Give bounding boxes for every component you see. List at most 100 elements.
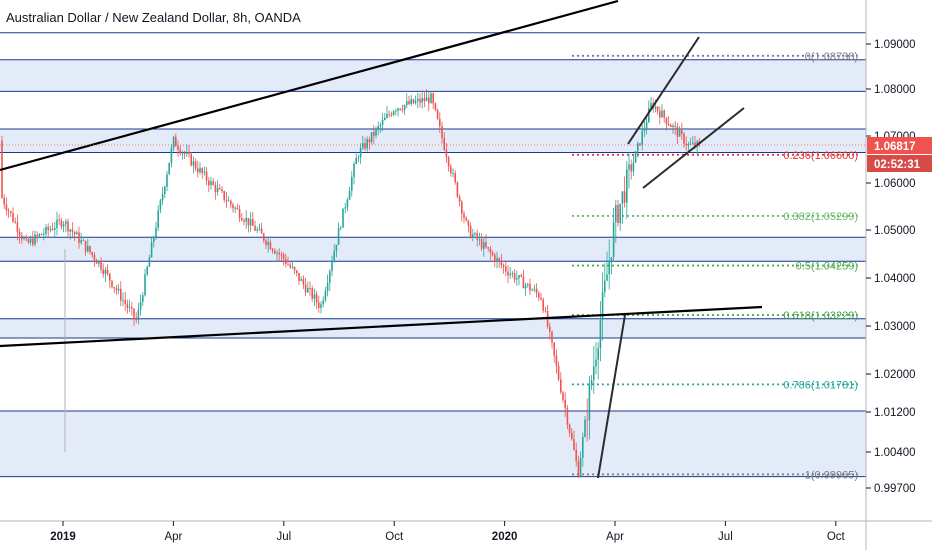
fibonacci-retracement[interactable]: 0(1.08738) 0.236(1.06600) 0.382(1.05299) 0.…: [572, 51, 858, 482]
candle-body-160: [353, 164, 355, 178]
candle-body-134: [296, 270, 298, 274]
candle-body-59: [131, 307, 133, 309]
candle-body-152: [335, 244, 338, 252]
candle-body-255: [562, 392, 564, 400]
candle-body-257: [566, 408, 569, 425]
wedge-lower-line[interactable]: [642, 107, 745, 189]
candle-body-298: [656, 106, 659, 112]
candle-body-223: [491, 252, 494, 256]
candle-body-310: [683, 133, 685, 144]
crash-recovery-line[interactable]: [597, 314, 626, 479]
candle-body-272: [599, 320, 602, 349]
candle-body-71: [157, 210, 159, 228]
candle-body-91: [201, 168, 203, 173]
candle-body-267: [588, 384, 591, 421]
candle-body-77: [170, 147, 173, 163]
candle-body-264: [582, 436, 584, 458]
time-scale[interactable]: 2019 Apr Jul Oct 2020 Apr Jul Oct: [0, 520, 932, 543]
candle-body-89: [197, 168, 199, 173]
zone-0[interactable]: [0, 59, 866, 92]
support-resistance-zones: [0, 59, 866, 478]
candle-body-55: [122, 299, 124, 301]
candle-body-206: [454, 172, 456, 183]
candle-body-243: [535, 288, 538, 293]
wedge-upper-line[interactable]: [627, 36, 700, 145]
zone-4[interactable]: [0, 411, 866, 477]
candle-body-154: [340, 227, 342, 229]
candle-body-149: [329, 271, 331, 283]
candle-body-6: [14, 221, 16, 223]
candle-body-21: [47, 226, 49, 231]
trendlines[interactable]: [0, 0, 763, 479]
candle-body-304: [670, 125, 672, 128]
price-scale[interactable]: 1.090001.080001.070001.060001.050001.040…: [865, 0, 932, 550]
candle-body-278: [612, 222, 615, 258]
candle-body-2: [5, 204, 8, 211]
candle-body-220: [485, 242, 487, 248]
candle-body-151: [333, 251, 335, 262]
candle-body-139: [307, 287, 309, 293]
candle-body-228: [502, 265, 505, 267]
candle-body-265: [584, 419, 586, 437]
candle-body-266: [586, 419, 588, 421]
candle-body-162: [357, 157, 360, 159]
candle-body-145: [320, 304, 322, 308]
candle-body-75: [166, 174, 168, 187]
candle-body-22: [49, 229, 52, 231]
candle-body-4: [10, 211, 12, 213]
candle-body-115: [254, 225, 256, 231]
candle-body-60: [133, 308, 135, 318]
candle-body-108: [238, 209, 241, 219]
candle-body-311: [685, 143, 687, 146]
candle-body-122: [269, 242, 272, 250]
countdown-value: 02:52:31: [874, 159, 921, 171]
candle-body-175: [386, 114, 388, 118]
candle-body-282: [621, 191, 624, 204]
candle-body-97: [214, 184, 217, 193]
candle-body-10: [23, 238, 25, 240]
candle-body-110: [243, 220, 245, 222]
candle-body-183: [403, 105, 406, 110]
candle-body-300: [661, 110, 663, 118]
candle-body-148: [326, 282, 329, 292]
upper-trendline[interactable]: [0, 0, 619, 172]
zone-3[interactable]: [0, 318, 866, 338]
candle-body-199: [439, 118, 441, 127]
candle-body-72: [159, 200, 162, 211]
candle-body-262: [577, 461, 580, 477]
candle-body-270: [595, 359, 597, 367]
candle-body-191: [421, 98, 423, 103]
candle-body-308: [678, 130, 681, 137]
candle-body-114: [252, 219, 254, 226]
zone-1[interactable]: [0, 128, 866, 153]
zone-2[interactable]: [0, 237, 866, 262]
candle-body-224: [494, 255, 496, 262]
candle-body-165: [364, 143, 366, 149]
candle-body-84: [186, 152, 188, 154]
candle-body-28: [62, 224, 65, 227]
candle-body-66: [146, 266, 148, 275]
candle-body-78: [172, 136, 175, 148]
candle-body-290: [639, 143, 641, 145]
candle-body-263: [579, 457, 582, 477]
candle-body-297: [654, 106, 657, 109]
candle-body-29: [65, 221, 67, 225]
candle-body-253: [557, 365, 560, 380]
candlestick-series: [1, 89, 701, 478]
candle-body-30: [67, 221, 69, 232]
candle-body-127: [280, 254, 283, 256]
candle-body-281: [619, 203, 621, 224]
candle-body-38: [84, 240, 87, 252]
candle-body-144: [318, 302, 320, 308]
candle-body-315: [694, 142, 696, 147]
candle-body-82: [181, 152, 184, 154]
candle-body-307: [676, 126, 679, 137]
lower-trendline[interactable]: [0, 305, 763, 348]
candle-body-176: [388, 114, 390, 115]
price-tick-4: 1.05000: [874, 225, 916, 237]
candle-body-13: [29, 238, 32, 243]
candle-body-11: [25, 238, 27, 240]
price-tick-10: 0.99700: [874, 483, 916, 495]
fib-label-0.618: 0.618(1.03229): [783, 310, 858, 322]
